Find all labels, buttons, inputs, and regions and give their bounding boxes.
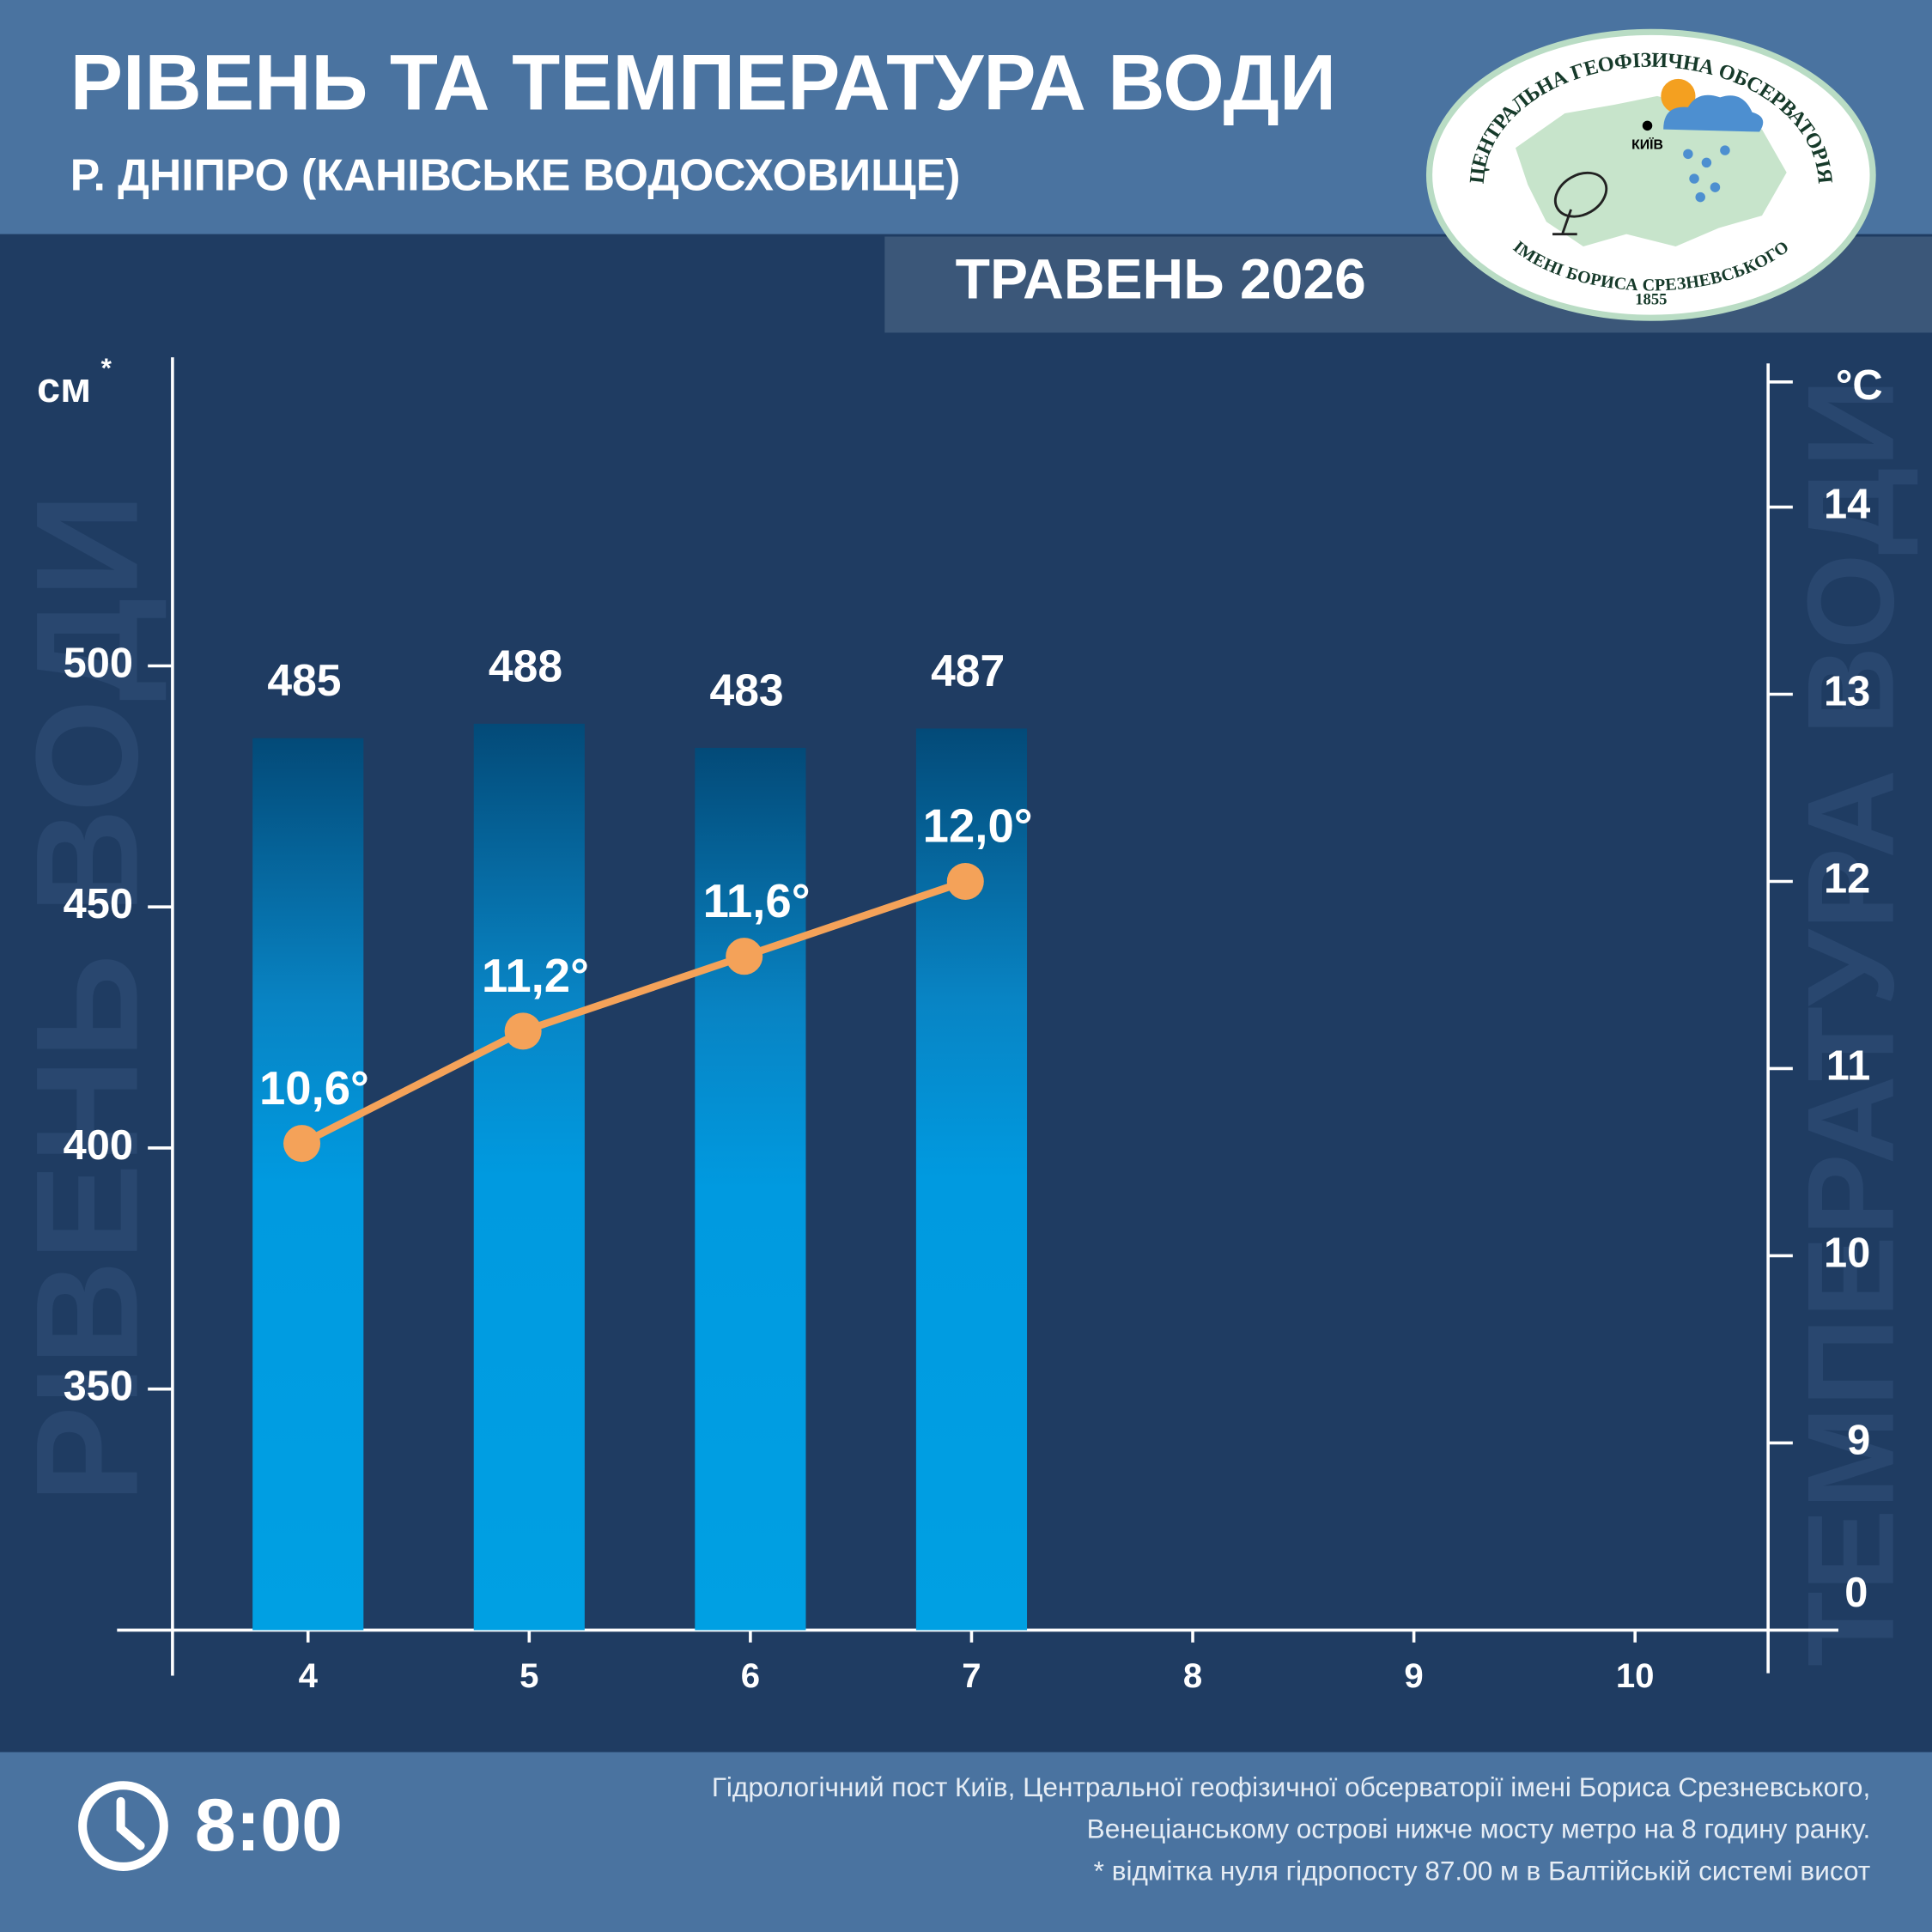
period: ТРАВЕНЬ 2026 [956,246,1366,310]
y-tick-label: 350 [64,1364,133,1410]
y-tick-label: 450 [64,881,133,927]
logo: КИЇВ ЦЕНТРАЛЬНА ГЕОФІЗИЧНА ОБСЕРВАТОРІЯ … [1425,28,1876,321]
bar-label: 485 [267,655,341,705]
temperature-point [726,938,763,975]
x-tick-label: 8 [1183,1656,1202,1695]
x-tick-label: 4 [299,1656,319,1695]
x-tick-label: 10 [1616,1656,1655,1695]
y-label-note: * [101,352,112,383]
logo-sun [1661,78,1696,114]
x-tick-label: 5 [519,1656,538,1695]
y-tick-label: 400 [64,1122,133,1169]
y-tick-label: 500 [64,640,133,686]
bar [695,747,806,1631]
footnote: Гідрологічний пост Київ, Центральної гео… [712,1771,1870,1886]
temperature-label: 10,6° [259,1062,369,1115]
y2-watermark: ТЕМПЕРАТУРА ВОДИ [1783,379,1920,1667]
x-tick-label: 9 [1404,1656,1423,1695]
temperature-label: 11,2° [482,950,589,1002]
y2-tick-label: 9 [1847,1417,1870,1463]
bar-label: 483 [709,665,783,714]
bar-label: 487 [931,646,1005,696]
logo-dish [1552,171,1608,236]
clock-icon [78,1781,168,1871]
logo-city-dot [1642,120,1653,131]
temperature-point [283,1125,321,1163]
y2-tick-label: 14 [1824,481,1870,527]
temperature-line [300,878,967,1147]
temperature-point [504,1012,542,1050]
x-tick-label: 7 [962,1656,981,1695]
logo-city: КИЇВ [1631,137,1663,152]
y2-tick-label: 10 [1824,1230,1870,1276]
logo-cloud [1663,94,1764,132]
y2-tick-label: 11 [1826,1042,1871,1089]
temperature-label: 12,0° [923,800,1033,853]
logo-rain [1683,145,1730,203]
bar [252,738,364,1631]
footnote-line: Гідрологічний пост Київ, Центральної гео… [712,1771,1870,1802]
bar-label: 488 [489,641,562,690]
bar [473,723,585,1631]
time: 8:00 [195,1784,343,1867]
chart-subtitle: Р. ДНІПРО (КАНІВСЬКЕ ВОДОСХОВИЩЕ) [70,150,961,200]
temperature-label: 11,6° [703,875,811,927]
footnote-line: Венеціанському острові нижче мосту метро… [1087,1814,1871,1844]
y2-tick-label: 12 [1824,855,1870,902]
y2-label: °C [1836,362,1883,409]
footer-band [0,1752,1932,1932]
temperature-point [946,862,984,901]
chart-title: РІВЕНЬ ТА ТЕМПЕРАТУРА ВОДИ [70,39,1336,127]
logo-map [1515,95,1787,246]
x-tick-label: 6 [741,1656,760,1695]
logo-year: 1855 [1635,290,1667,308]
y-label: см [37,365,91,411]
footnote-line: * відмітка нуля гідропосту 87.00 м в Бал… [1094,1855,1871,1886]
y2-tick-label: 13 [1824,668,1870,714]
y-watermark: РІВЕНЬ ВОДИ [6,493,168,1503]
bar [915,728,1028,1631]
y2-break-label: 0 [1844,1570,1868,1616]
